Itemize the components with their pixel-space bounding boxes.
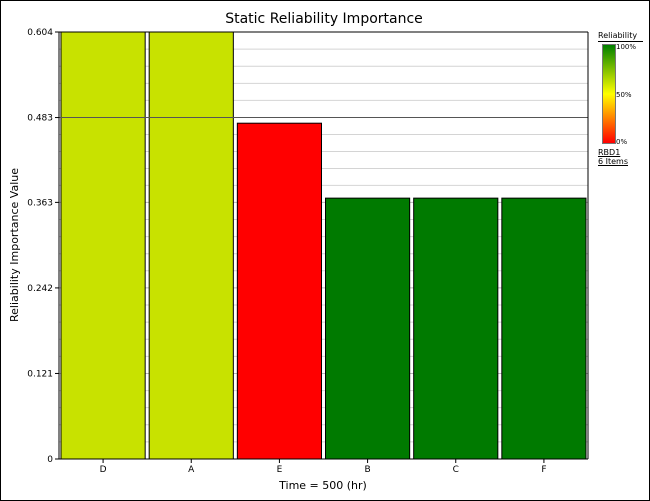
legend-title: Reliability <box>598 31 643 42</box>
y-tick-label: 0.604 <box>27 28 53 38</box>
legend-high-label: 100% <box>616 43 637 51</box>
x-tick-label: D <box>100 465 107 475</box>
x-tick-label: E <box>277 465 283 475</box>
legend-diagram-info: RBD1 6 Items <box>598 148 638 166</box>
x-axis-label: Time = 500 (hr) <box>278 479 367 492</box>
chart-title: Static Reliability Importance <box>225 11 423 27</box>
bar-F <box>501 197 587 460</box>
y-axis-label: Reliability Importance Value <box>8 168 21 322</box>
legend-low-label: 0% <box>616 138 628 146</box>
y-tick-label: 0 <box>47 455 53 465</box>
y-tick-label: 0.242 <box>27 284 53 294</box>
bar-A <box>148 31 234 460</box>
legend-mid-label: 50% <box>616 91 632 99</box>
reliability-gradient-bar <box>602 44 616 144</box>
x-tick-label: B <box>364 465 370 475</box>
y-tick-label: 0.363 <box>27 198 53 208</box>
axis-layer: 0 0.121 0.242 0.363 0.483 0.604 D A E B C F <box>27 28 589 475</box>
bar-C <box>413 197 499 460</box>
bar-D <box>60 31 146 460</box>
y-tick-label: 0.121 <box>27 369 53 379</box>
legend-item-count[interactable]: 6 Items <box>598 157 629 166</box>
bars-layer <box>60 31 587 460</box>
legend-diagram-name[interactable]: RBD1 <box>598 148 621 157</box>
bar-B <box>325 197 411 460</box>
x-tick-label: F <box>541 465 546 475</box>
x-tick-label: A <box>188 465 195 475</box>
reliability-legend: Reliability 100% 50% 0% RBD1 6 Items <box>598 31 643 166</box>
x-tick-label: C <box>453 465 459 475</box>
y-tick-label: 0.483 <box>27 114 53 124</box>
bar-E <box>236 122 322 460</box>
